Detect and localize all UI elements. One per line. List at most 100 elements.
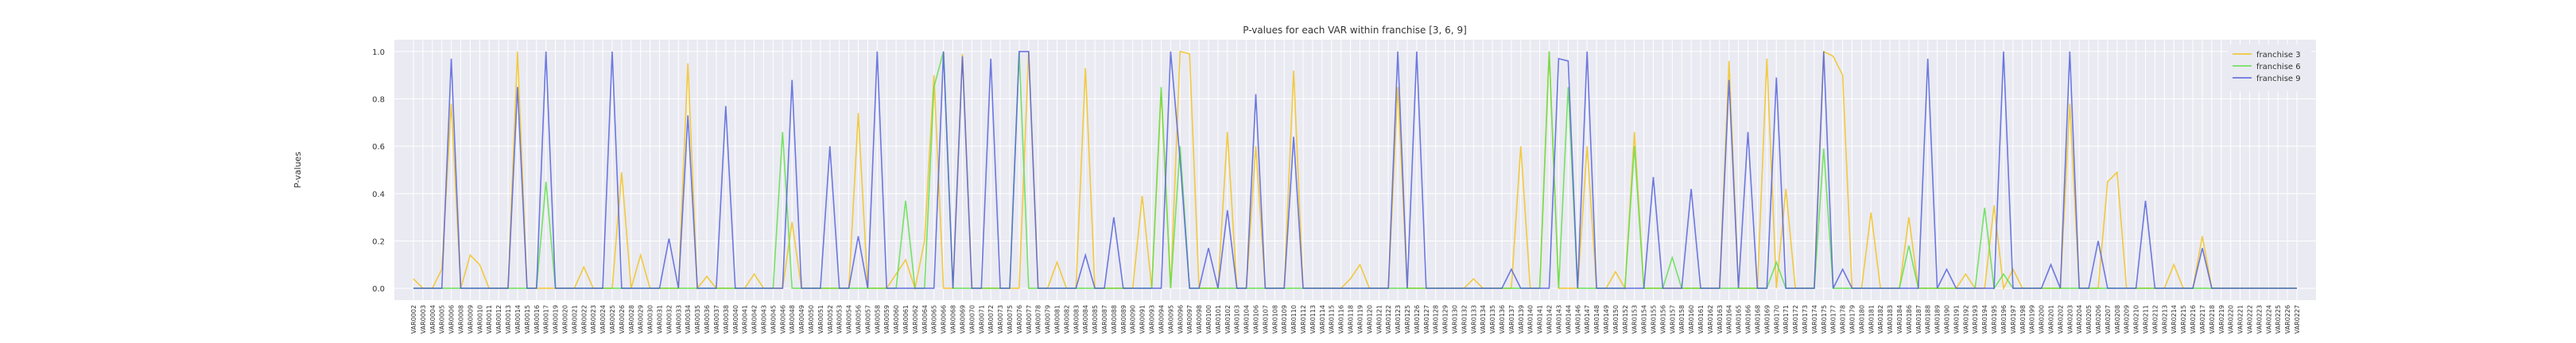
x-tick-label: VAR0187 — [1915, 305, 1922, 333]
x-tick-label: VAR0049 — [798, 305, 805, 333]
chart-title: P-values for each VAR within franchise [… — [1243, 25, 1467, 36]
x-tick-label: VAR0089 — [1120, 305, 1127, 333]
x-tick-label: VAR0008 — [458, 305, 465, 333]
x-tick-label: VAR0013 — [505, 305, 512, 333]
x-tick-label: VAR0101 — [1215, 305, 1222, 333]
x-tick-label: VAR0207 — [2105, 305, 2112, 333]
x-tick-label: VAR0107 — [1262, 305, 1269, 333]
x-tick-label: VAR0031 — [657, 305, 664, 333]
x-tick-label: VAR0191 — [1953, 305, 1960, 333]
y-tick-label: 0.4 — [372, 191, 385, 199]
x-tick-label: VAR0179 — [1849, 305, 1856, 333]
x-tick-label: VAR0213 — [2161, 305, 2168, 333]
x-tick-label: VAR0050 — [808, 305, 815, 333]
x-tick-label: VAR0150 — [1612, 305, 1620, 333]
x-tick-label: VAR0220 — [2228, 305, 2235, 333]
x-tick-label: VAR0087 — [1101, 305, 1108, 333]
x-tick-label: VAR0041 — [742, 305, 749, 333]
x-tick-label: VAR0161 — [1697, 305, 1705, 333]
x-tick-label: VAR0133 — [1470, 305, 1477, 333]
x-tick-label: VAR0006 — [448, 305, 456, 333]
x-tick-label: VAR0048 — [789, 305, 796, 333]
x-tick-label: VAR0073 — [997, 305, 1004, 333]
x-tick-label: VAR0094 — [1158, 305, 1165, 333]
x-tick-label: VAR0155 — [1650, 305, 1657, 333]
x-tick-label: VAR0208 — [2114, 305, 2121, 333]
x-tick-label: VAR0140 — [1527, 305, 1534, 333]
x-tick-label: VAR0177 — [1830, 305, 1837, 333]
x-tick-label: VAR0017 — [543, 305, 550, 333]
x-tick-label: VAR0066 — [941, 305, 948, 333]
x-tick-label: VAR0168 — [1754, 305, 1761, 333]
x-tick-label: VAR0057 — [864, 305, 871, 333]
x-tick-label: VAR0037 — [713, 305, 720, 333]
x-tick-label: VAR0010 — [476, 305, 483, 333]
x-tick-label: VAR0203 — [2066, 305, 2074, 333]
x-tick-label: VAR0122 — [1385, 305, 1392, 333]
x-tick-label: VAR0164 — [1726, 305, 1733, 333]
x-tick-label: VAR0180 — [1858, 305, 1865, 333]
x-tick-label: VAR0188 — [1925, 305, 1932, 333]
x-tick-label: VAR0144 — [1565, 305, 1572, 333]
x-tick-label: VAR0082 — [1063, 305, 1070, 333]
x-tick-label: VAR0190 — [1944, 305, 1951, 333]
x-tick-label: VAR0135 — [1489, 305, 1496, 333]
x-tick-label: VAR0069 — [959, 305, 966, 333]
x-tick-label: VAR0091 — [1139, 305, 1146, 333]
legend-box — [2228, 44, 2311, 91]
x-tick-label: VAR0042 — [751, 305, 758, 333]
y-tick-label: 0.6 — [372, 143, 385, 152]
x-tick-label: VAR0064 — [921, 305, 929, 333]
x-tick-label: VAR0194 — [1981, 305, 1988, 333]
x-tick-label: VAR0123 — [1395, 305, 1402, 333]
x-tick-label: VAR0171 — [1783, 305, 1790, 333]
x-tick-label: VAR0051 — [817, 305, 824, 333]
x-tick-label: VAR0195 — [1991, 305, 1998, 333]
x-tick-label: VAR0110 — [1290, 305, 1298, 333]
x-tick-label: VAR0022 — [580, 305, 588, 333]
x-tick-label: VAR0036 — [704, 305, 711, 333]
x-tick-label: VAR0034 — [685, 305, 692, 333]
x-tick-label: VAR0139 — [1518, 305, 1525, 333]
x-tick-label: VAR0216 — [2190, 305, 2197, 333]
x-tick-label: VAR0015 — [524, 305, 531, 333]
x-tick-label: VAR0084 — [1082, 305, 1089, 333]
x-tick-label: VAR0129 — [1442, 305, 1449, 333]
y-tick-label: 0.2 — [372, 237, 385, 246]
x-tick-label: VAR0165 — [1736, 305, 1743, 333]
x-tick-label: VAR0109 — [1281, 305, 1288, 333]
x-tick-label: VAR0081 — [1054, 305, 1061, 333]
x-tick-label: VAR0120 — [1366, 305, 1373, 333]
x-tick-label: VAR0160 — [1688, 305, 1695, 333]
x-tick-label: VAR0030 — [647, 305, 654, 333]
x-tick-label: VAR0046 — [779, 305, 786, 333]
x-tick-label: VAR0106 — [1253, 305, 1260, 333]
x-tick-label: VAR0116 — [1338, 305, 1345, 333]
x-tick-label: VAR0065 — [931, 305, 938, 333]
x-tick-label: VAR0205 — [2085, 305, 2093, 333]
y-tick-label: 0.8 — [372, 96, 385, 105]
x-tick-label: VAR0212 — [2151, 305, 2159, 333]
x-tick-label: VAR0054 — [846, 305, 853, 333]
x-tick-label: VAR0137 — [1508, 305, 1515, 333]
x-tick-label: VAR0070 — [968, 305, 976, 333]
x-tick-label: VAR0033 — [675, 305, 682, 333]
y-axis-label: P-values — [293, 152, 303, 188]
x-tick-label: VAR0118 — [1348, 305, 1355, 333]
x-tick-label: VAR0204 — [2076, 305, 2083, 333]
x-tick-label: VAR0058 — [874, 305, 881, 333]
x-tick-label: VAR0184 — [1896, 305, 1903, 333]
x-tick-label: VAR0218 — [2209, 305, 2216, 333]
x-tick-label: VAR0126 — [1414, 305, 1421, 333]
x-tick-label: VAR0226 — [2284, 305, 2291, 333]
x-tick-label: VAR0002 — [410, 305, 417, 333]
x-tick-label: VAR0103 — [1234, 305, 1241, 333]
x-tick-label: VAR0115 — [1329, 305, 1336, 333]
x-tick-label: VAR0021 — [571, 305, 578, 333]
x-tick-label: VAR0166 — [1745, 305, 1752, 333]
x-tick-label: VAR0005 — [439, 305, 446, 333]
x-tick-label: VAR0156 — [1659, 305, 1666, 333]
x-tick-label: VAR0062 — [912, 305, 919, 333]
